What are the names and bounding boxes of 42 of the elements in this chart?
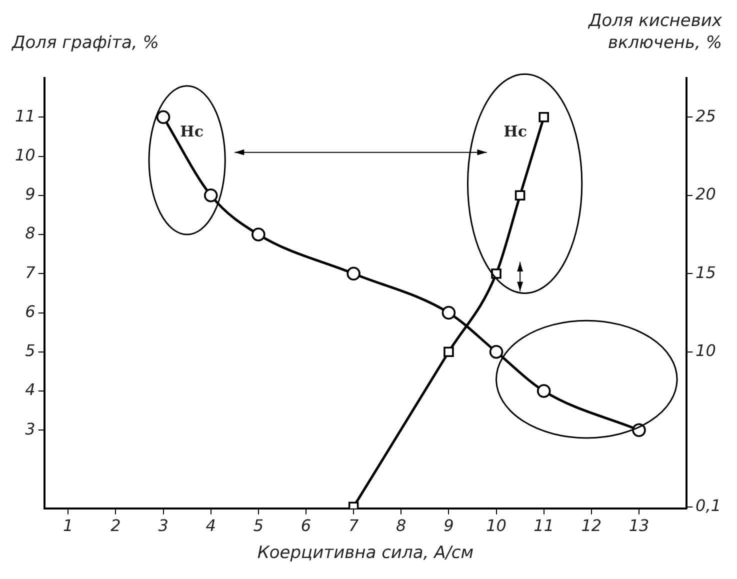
x-tick-label: 4 xyxy=(206,516,216,536)
y2-tick-label: 25 xyxy=(696,106,716,126)
y2-tick-label: 20 xyxy=(696,184,716,204)
x-tick-label: 6 xyxy=(300,516,312,536)
x-tick-label: 11 xyxy=(534,516,554,536)
y-tick-label: 3 xyxy=(25,419,36,438)
point xyxy=(536,384,551,398)
annotation: Hc xyxy=(180,122,204,141)
x-tick-label: 13 xyxy=(628,516,650,536)
point xyxy=(538,112,549,122)
x-tick-label: 10 xyxy=(486,516,506,536)
point xyxy=(346,266,360,281)
y-tick-label: 8 xyxy=(25,224,36,243)
y2-axis-title: Доля кисневих включень, % xyxy=(587,11,723,53)
y-tick-label: 11 xyxy=(15,106,36,126)
x-tick-label: 2 xyxy=(110,516,121,536)
y-tick-label: 5 xyxy=(25,341,36,360)
point xyxy=(489,344,504,359)
y2-tick-label: 10 xyxy=(696,341,716,360)
y-tick-label: 6 xyxy=(25,302,36,321)
x-axis-title: Коерцитивна сила, А/см xyxy=(257,543,474,564)
x-tick-label: 9 xyxy=(444,516,454,536)
point xyxy=(442,306,456,320)
x-tick-label: 8 xyxy=(396,516,406,536)
y-tick-label: 9 xyxy=(25,184,36,204)
x-tick-label: 5 xyxy=(253,516,264,536)
x-tick-label: 7 xyxy=(348,516,360,536)
point xyxy=(204,188,218,202)
y2-tick-label: 15 xyxy=(696,262,716,282)
x-tick-label: 12 xyxy=(581,516,602,536)
y-tick-label: 4 xyxy=(25,380,36,400)
point xyxy=(444,346,454,358)
point xyxy=(514,190,526,201)
y-tick-label: 10 xyxy=(15,145,36,164)
x-tick-label: 1 xyxy=(63,516,74,536)
x-tick-label: 3 xyxy=(158,516,168,536)
y-axis-title: Доля графіта, % xyxy=(11,33,159,53)
y2-tick-label: 0,1 xyxy=(696,496,722,515)
y-tick-label: 7 xyxy=(25,262,36,282)
annotation: Hc xyxy=(504,122,527,141)
point xyxy=(252,228,266,242)
point xyxy=(156,110,170,124)
